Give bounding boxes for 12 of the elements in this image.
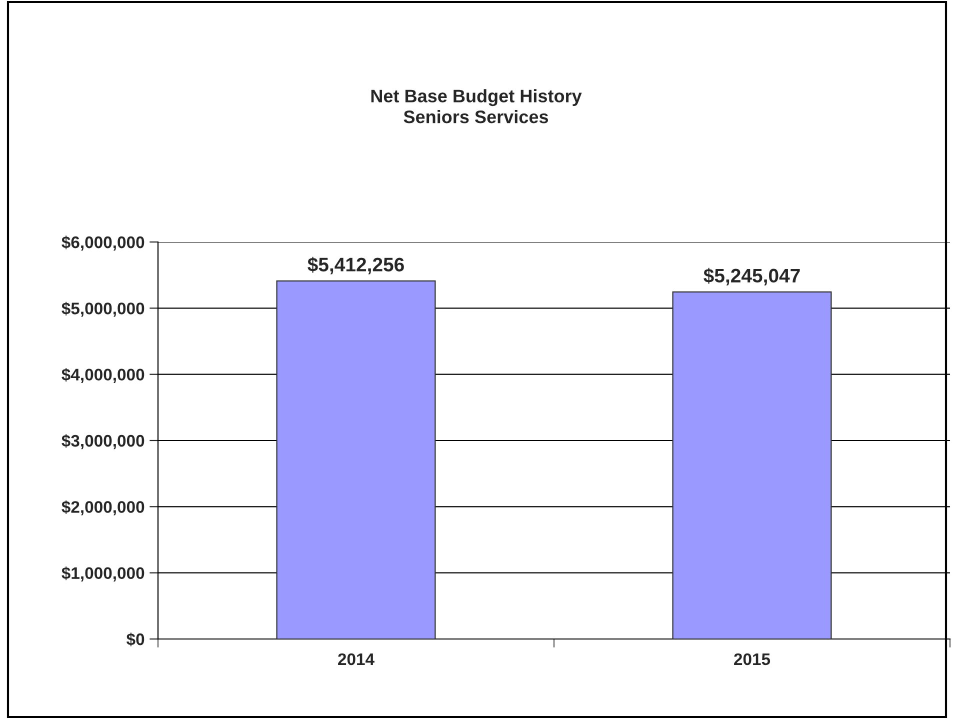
- chart-title: Net Base Budget History Seniors Services: [371, 89, 582, 124]
- y-tick-label: $0: [126, 632, 144, 646]
- x-tick-label: 2015: [734, 653, 770, 666]
- y-tick-label: $1,000,000: [62, 566, 144, 582]
- x-tick-label: 2014: [338, 653, 374, 666]
- y-tick-label: $5,000,000: [62, 302, 144, 317]
- y-tick-label: $6,000,000: [62, 236, 144, 251]
- data-label: $5,245,047: [704, 268, 800, 286]
- y-tick-label: $4,000,000: [62, 368, 144, 383]
- data-label: $5,412,256: [308, 256, 404, 274]
- y-tick-label: $3,000,000: [62, 434, 144, 450]
- y-tick-label: $2,000,000: [62, 500, 144, 516]
